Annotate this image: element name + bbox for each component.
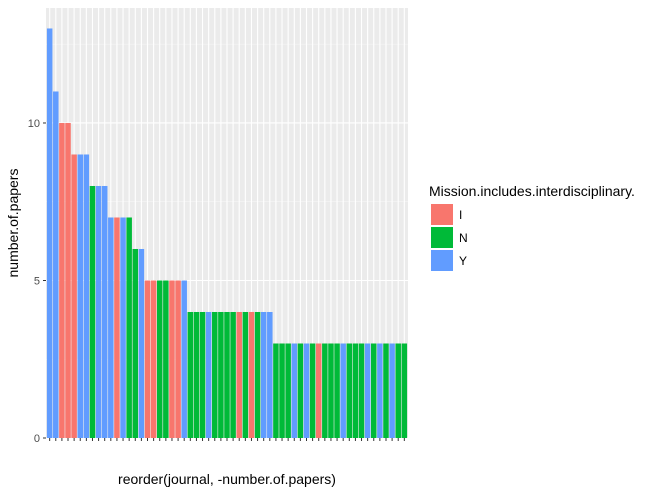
bar bbox=[248, 311, 255, 438]
legend-title: Mission.includes.interdisciplinary. bbox=[429, 183, 635, 199]
bar bbox=[199, 311, 206, 438]
bars bbox=[46, 28, 408, 438]
bar bbox=[156, 280, 163, 438]
bar bbox=[71, 154, 77, 438]
bar bbox=[279, 343, 285, 438]
bar bbox=[297, 343, 304, 438]
bar bbox=[77, 154, 83, 438]
x-axis-title: reorder(journal, -number.of.papers) bbox=[118, 471, 336, 487]
bar bbox=[401, 343, 408, 438]
y-tick-label: 10 bbox=[28, 118, 40, 130]
bar bbox=[193, 311, 200, 438]
bar bbox=[358, 343, 365, 438]
bar bbox=[346, 343, 353, 438]
bar bbox=[83, 154, 90, 438]
bar bbox=[126, 217, 132, 438]
bar bbox=[108, 217, 114, 438]
legend-label: N bbox=[459, 231, 468, 245]
bar bbox=[334, 343, 340, 438]
y-axis: 0 5 10 bbox=[28, 118, 46, 445]
bar bbox=[328, 343, 334, 438]
bar bbox=[315, 343, 322, 438]
legend-items: INY bbox=[431, 204, 468, 271]
bar bbox=[352, 343, 359, 438]
bar bbox=[95, 185, 102, 438]
bar bbox=[389, 343, 395, 438]
x-axis bbox=[49, 438, 405, 441]
legend: Mission.includes.interdisciplinary. INY bbox=[429, 183, 635, 271]
bar bbox=[383, 343, 389, 438]
bar bbox=[59, 122, 65, 438]
bar bbox=[371, 343, 377, 438]
bar bbox=[230, 311, 236, 438]
bar bbox=[377, 343, 383, 438]
legend-swatch bbox=[431, 204, 453, 225]
bar bbox=[187, 311, 194, 438]
bar bbox=[242, 311, 249, 438]
bar bbox=[224, 311, 230, 438]
bar bbox=[364, 343, 371, 438]
y-axis-title: number.of.papers bbox=[5, 169, 21, 278]
bar bbox=[163, 280, 169, 438]
legend-swatch bbox=[431, 227, 453, 248]
bar bbox=[138, 248, 145, 438]
bar bbox=[322, 343, 328, 438]
bar bbox=[205, 311, 212, 438]
bar bbox=[89, 185, 96, 438]
bar bbox=[120, 217, 126, 438]
legend-label: Y bbox=[459, 254, 467, 268]
bar bbox=[169, 280, 175, 438]
bar bbox=[340, 343, 346, 438]
bar bbox=[267, 311, 273, 438]
bar bbox=[132, 248, 139, 438]
bar bbox=[218, 311, 224, 438]
bar bbox=[181, 280, 187, 438]
legend-swatch bbox=[431, 250, 453, 271]
legend-label: I bbox=[459, 208, 462, 222]
bar bbox=[291, 343, 298, 438]
bar bbox=[46, 28, 53, 438]
bar bbox=[212, 311, 218, 438]
bar bbox=[144, 280, 151, 438]
bar bbox=[273, 343, 279, 438]
bar bbox=[65, 122, 71, 438]
bar bbox=[303, 343, 310, 438]
bar bbox=[114, 217, 120, 438]
y-tick-label: 0 bbox=[34, 433, 40, 445]
bar bbox=[309, 343, 316, 438]
bar bbox=[53, 91, 59, 438]
bar bbox=[254, 311, 261, 438]
bar bbox=[101, 185, 108, 438]
bar bbox=[285, 343, 291, 438]
y-tick-label: 5 bbox=[34, 275, 40, 287]
bar bbox=[236, 311, 242, 438]
bar bbox=[150, 280, 157, 438]
bar bbox=[175, 280, 181, 438]
bar bbox=[260, 311, 267, 438]
bar bbox=[395, 343, 401, 438]
